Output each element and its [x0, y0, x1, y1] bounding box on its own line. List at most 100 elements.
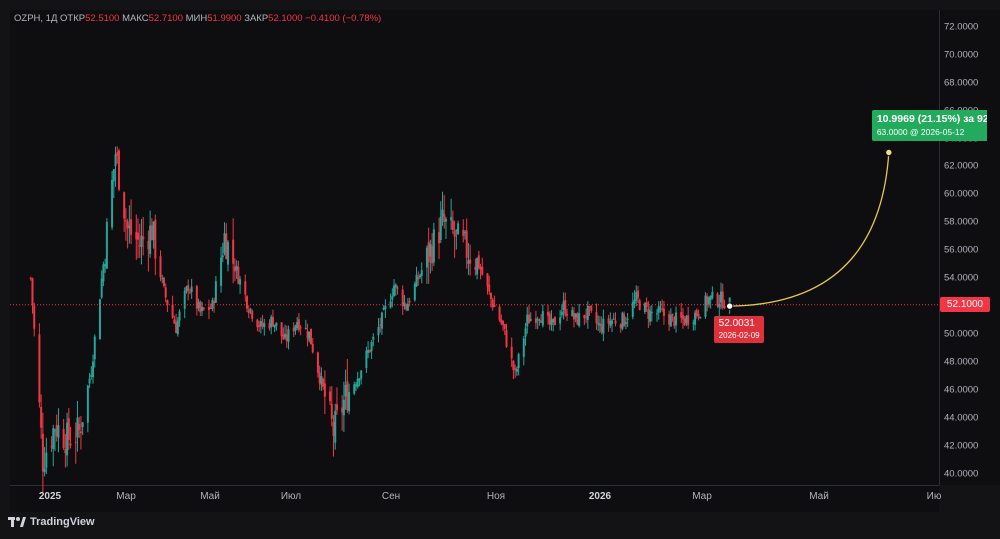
- legend-open-label: ОТКР: [60, 13, 86, 24]
- candle-body: [512, 360, 515, 371]
- price-tick-label: 42.0000: [944, 440, 979, 452]
- candle-body: [612, 318, 615, 320]
- time-tick-label: Сен: [381, 491, 401, 502]
- candle-body: [550, 319, 553, 325]
- candle-body: [427, 241, 430, 263]
- plot-area[interactable]: [10, 10, 939, 485]
- candle-body: [287, 329, 290, 342]
- time-axis[interactable]: [10, 485, 939, 512]
- candle-body: [643, 303, 646, 312]
- price-tick-label: 68.0000: [944, 77, 979, 89]
- candle-body: [685, 316, 688, 324]
- candle-body: [444, 219, 447, 222]
- candle-body: [624, 322, 627, 325]
- candle-body: [391, 296, 394, 300]
- candle-body: [183, 291, 186, 309]
- candle-body: [673, 317, 676, 327]
- candle-body: [239, 279, 242, 285]
- candle-body: [335, 404, 338, 411]
- candle-body: [585, 316, 588, 318]
- tradingview-logo[interactable]: TradingView: [8, 516, 95, 528]
- candle-body: [505, 330, 508, 347]
- candle-body: [588, 306, 591, 308]
- price-tick-label: 56.0000: [944, 244, 979, 256]
- candle-body: [76, 417, 79, 438]
- candle-body: [538, 319, 541, 321]
- candle-body: [377, 326, 380, 336]
- candle-body: [306, 330, 309, 338]
- candle-body: [491, 299, 494, 308]
- candle-body: [271, 317, 274, 327]
- candle-body: [380, 312, 383, 329]
- candle-body: [598, 323, 601, 326]
- price-tick-label: 48.0000: [944, 356, 979, 368]
- candle-body: [477, 255, 480, 268]
- candle-body: [130, 219, 133, 235]
- candle-body: [602, 318, 605, 334]
- price-axis[interactable]: [939, 10, 1000, 485]
- candle-body: [365, 350, 368, 369]
- candle-body: [522, 338, 525, 357]
- candle-body: [104, 263, 107, 267]
- candle-body: [311, 343, 314, 353]
- candle-body: [562, 301, 565, 311]
- candle-body: [43, 468, 46, 473]
- legend-sep: ,: [40, 13, 46, 24]
- candle-body: [638, 300, 641, 310]
- price-tick-label: 54.0000: [944, 272, 979, 284]
- candle-body: [126, 221, 129, 229]
- candle-body: [93, 336, 96, 360]
- candle-body: [332, 422, 335, 436]
- candle-body: [270, 316, 273, 328]
- candle-body: [476, 257, 479, 275]
- candle-body: [619, 324, 622, 328]
- candle-body: [152, 221, 155, 240]
- candle-body: [500, 319, 503, 324]
- candle-body: [299, 327, 302, 329]
- candle-body: [124, 220, 127, 222]
- candle-body: [711, 291, 714, 298]
- candle-body: [453, 231, 456, 237]
- start-point-label[interactable]: 52.0031 2026-02-09: [713, 316, 764, 344]
- candle-body: [649, 310, 652, 322]
- candle-body: [282, 334, 285, 340]
- time-tick-label: Июл: [280, 491, 302, 502]
- candle-body: [671, 313, 674, 316]
- tradingview-logo-icon: [8, 517, 26, 527]
- candle-body: [709, 295, 712, 300]
- candle-body: [462, 229, 465, 236]
- candle-body: [353, 384, 356, 394]
- candle-body: [633, 299, 636, 304]
- candle-body: [235, 265, 238, 270]
- candle-body: [656, 313, 659, 315]
- candle-body: [112, 169, 115, 182]
- candle-body: [195, 286, 198, 309]
- time-tick-label: Май: [200, 491, 220, 502]
- candle-body: [137, 232, 140, 240]
- candle-body: [443, 213, 446, 222]
- candle-body: [372, 336, 375, 340]
- candle-body: [161, 278, 164, 280]
- candle-body: [721, 291, 724, 308]
- candle-body: [154, 219, 157, 259]
- candle-body: [486, 273, 489, 286]
- candle-body: [275, 322, 278, 326]
- candle-body: [66, 422, 69, 456]
- candle-body: [197, 301, 200, 309]
- candle-body: [474, 266, 477, 270]
- candle-body: [123, 192, 126, 219]
- candle-body: [201, 307, 204, 311]
- price-tick-label: 60.0000: [944, 188, 979, 200]
- candle-body: [334, 410, 337, 443]
- candle-body: [304, 328, 307, 330]
- candle-body: [33, 305, 36, 329]
- projection-label[interactable]: 10.9969 (21.15%) за 92 дня 63.0000 @ 202…: [871, 109, 987, 141]
- projection-curve: [729, 152, 890, 307]
- candle-body: [117, 150, 120, 190]
- candle-body: [67, 418, 70, 441]
- candle-body: [81, 422, 84, 427]
- candle-body: [552, 318, 555, 323]
- candle-body: [650, 311, 653, 313]
- candle-body: [41, 433, 44, 472]
